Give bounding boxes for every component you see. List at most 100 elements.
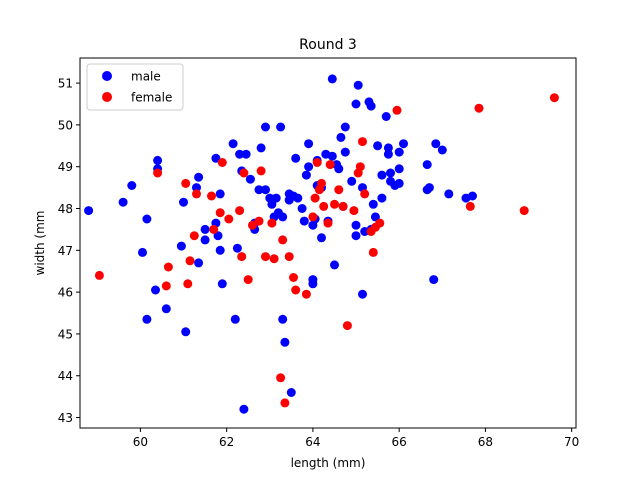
legend-label-male: male (131, 70, 161, 84)
female-point (163, 262, 173, 272)
y-tick-label: 51 (58, 77, 73, 91)
y-tick-label: 46 (58, 286, 73, 300)
y-tick-label: 45 (58, 327, 73, 341)
male-point (192, 183, 201, 193)
male-point (394, 178, 404, 188)
x-tick-label: 64 (305, 435, 320, 449)
legend: male female (86, 63, 184, 111)
male-point (179, 197, 188, 207)
female-point (358, 137, 367, 147)
plot-area (80, 58, 576, 428)
male-point (217, 279, 227, 289)
male-point (386, 168, 395, 178)
male-point (327, 74, 337, 84)
male-point (340, 122, 350, 132)
male-point (286, 388, 296, 397)
female-point (243, 275, 253, 285)
male-point (304, 162, 314, 172)
male-point (334, 164, 344, 174)
x-tick-label: 60 (133, 435, 148, 449)
male-point (138, 247, 147, 257)
male-point (358, 289, 367, 299)
female-point (312, 158, 322, 167)
female-point (349, 206, 359, 216)
female-point (189, 231, 199, 241)
male-point (351, 220, 361, 230)
female-point (465, 201, 475, 211)
legend-marker-female (102, 92, 112, 102)
female-point (185, 256, 195, 266)
male-point (368, 199, 378, 209)
male-point (377, 170, 387, 180)
male-point (256, 143, 266, 153)
male-point (176, 241, 186, 251)
male-point (228, 139, 238, 149)
male-point (200, 224, 210, 234)
x-tick-label: 66 (392, 435, 407, 449)
female-point (192, 189, 201, 199)
male-point (299, 216, 309, 226)
x-axis-ticks: 60 62 64 66 68 70 (133, 428, 579, 449)
female-point (323, 218, 333, 228)
legend-marker-male (102, 71, 112, 81)
male-point (181, 327, 191, 337)
male-point (377, 193, 387, 203)
male-point (241, 149, 251, 159)
y-axis-ticks: 43 44 45 46 47 48 49 50 51 (58, 77, 80, 425)
female-point (224, 214, 234, 224)
female-point (235, 206, 245, 216)
male-point (230, 314, 240, 324)
female-point (519, 206, 529, 216)
male-point (261, 122, 270, 132)
female-point (325, 160, 335, 170)
female-point (330, 199, 339, 209)
male-point (276, 122, 286, 132)
male-point (142, 214, 152, 224)
female-point (392, 105, 402, 115)
male-point (200, 235, 210, 245)
female-point (289, 273, 298, 282)
male-point (278, 314, 288, 324)
female-point (308, 212, 318, 222)
female-point (310, 193, 320, 203)
x-tick-label: 62 (219, 435, 234, 449)
male-point (336, 132, 346, 142)
male-point (232, 243, 242, 253)
female-point (338, 201, 348, 211)
female-point (360, 189, 370, 199)
male-point (399, 139, 408, 149)
female-point (256, 166, 266, 176)
male-point (239, 404, 249, 414)
y-tick-label: 44 (58, 369, 73, 383)
male-point (215, 245, 225, 255)
male-point (127, 181, 137, 190)
female-point (215, 208, 225, 218)
female-point (217, 158, 227, 167)
male-point (194, 172, 204, 182)
male-point (118, 197, 128, 207)
female-point (284, 252, 294, 262)
female-point (94, 270, 104, 280)
male-point (235, 149, 245, 159)
male-point (142, 314, 152, 324)
male-point (330, 260, 339, 270)
male-point (271, 193, 281, 203)
female-point (280, 398, 290, 408)
male-point (261, 185, 270, 195)
female-point (269, 254, 279, 264)
female-point (207, 191, 216, 201)
male-point (444, 189, 454, 199)
male-point (213, 231, 223, 241)
female-point (276, 373, 286, 383)
x-tick-label: 70 (564, 435, 579, 449)
male-point (297, 204, 307, 213)
male-point (291, 153, 301, 163)
male-point (351, 99, 361, 109)
male-point (327, 151, 337, 161)
female-point (261, 252, 270, 262)
y-tick-label: 49 (58, 160, 73, 174)
male-point (308, 279, 318, 289)
male-point (194, 258, 204, 268)
male-point (254, 185, 264, 195)
